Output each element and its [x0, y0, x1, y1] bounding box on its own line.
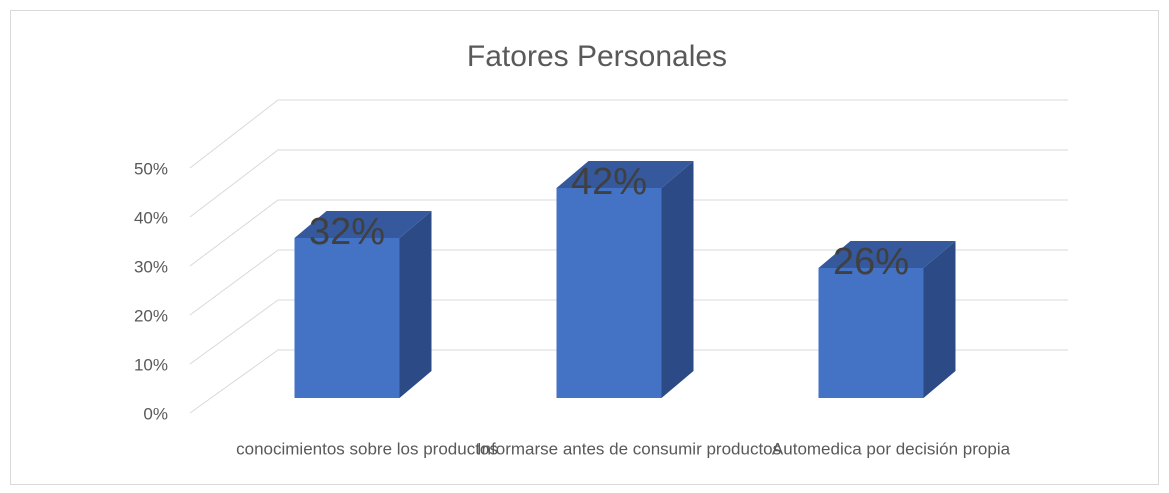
y-tick-label: 10% [134, 355, 168, 374]
bar-top [294, 211, 432, 238]
grid-line [189, 349, 1068, 414]
y-tick-label: 50% [134, 159, 168, 178]
y-tick-label: 40% [134, 208, 168, 227]
bar [294, 238, 400, 398]
y-tick-label: 0% [143, 404, 168, 423]
bar-side [923, 241, 956, 398]
bar-top [818, 241, 956, 268]
bar [818, 268, 924, 398]
x-tick-label: Informarse antes de consumir productos [477, 439, 781, 458]
x-tick-label: conocimientos sobre los productos [236, 439, 498, 458]
x-tick-label: Automedica por decisión propia [772, 439, 1011, 458]
bar-side [399, 211, 432, 398]
grid-line [189, 99, 1068, 169]
data-label: 32% [309, 211, 385, 253]
bar-top [556, 161, 694, 188]
grid-line [189, 149, 1068, 218]
data-label: 42% [571, 161, 647, 203]
chart-title: Fatores Personales [467, 40, 727, 73]
y-tick-label: 20% [134, 306, 168, 325]
grid-line [189, 299, 1068, 365]
grid-line [189, 199, 1068, 267]
grid-line [189, 249, 1068, 316]
bar [556, 188, 662, 398]
data-label: 26% [833, 241, 909, 283]
bar-side [661, 161, 694, 398]
y-tick-label: 30% [134, 257, 168, 276]
